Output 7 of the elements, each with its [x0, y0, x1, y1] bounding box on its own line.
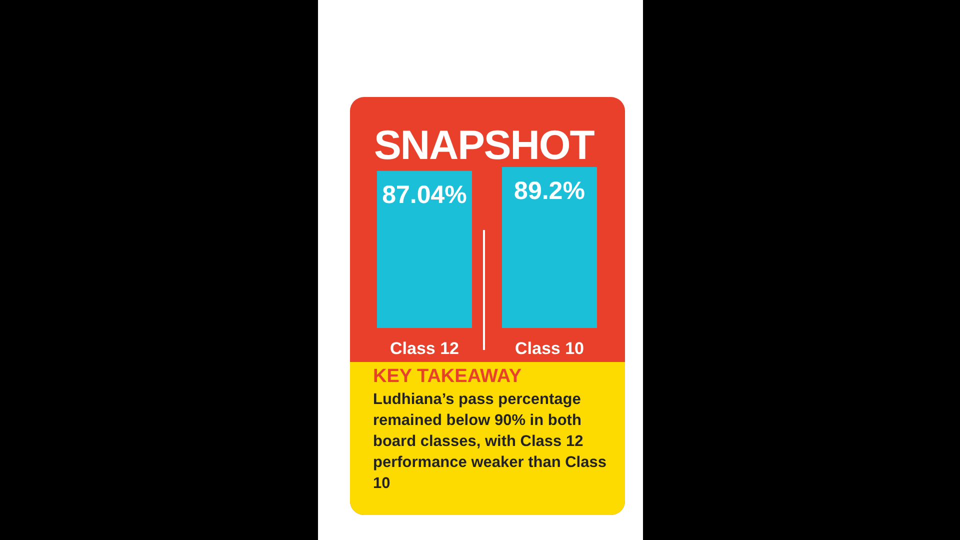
x-tick-label: Class 10 [515, 339, 584, 358]
text: Ludhiana’s pass percentage remained below 90% in both board classes, with Class 12 performance weaker than Class 10 [373, 390, 608, 494]
text: KEY TAKEAWAY [373, 366, 522, 388]
data-label: 87.04% [382, 180, 467, 209]
data-label: 89.2% [514, 177, 585, 205]
x-tick-label: Class 12 [390, 339, 459, 358]
chart-title: SNAPSHOT [374, 122, 594, 168]
